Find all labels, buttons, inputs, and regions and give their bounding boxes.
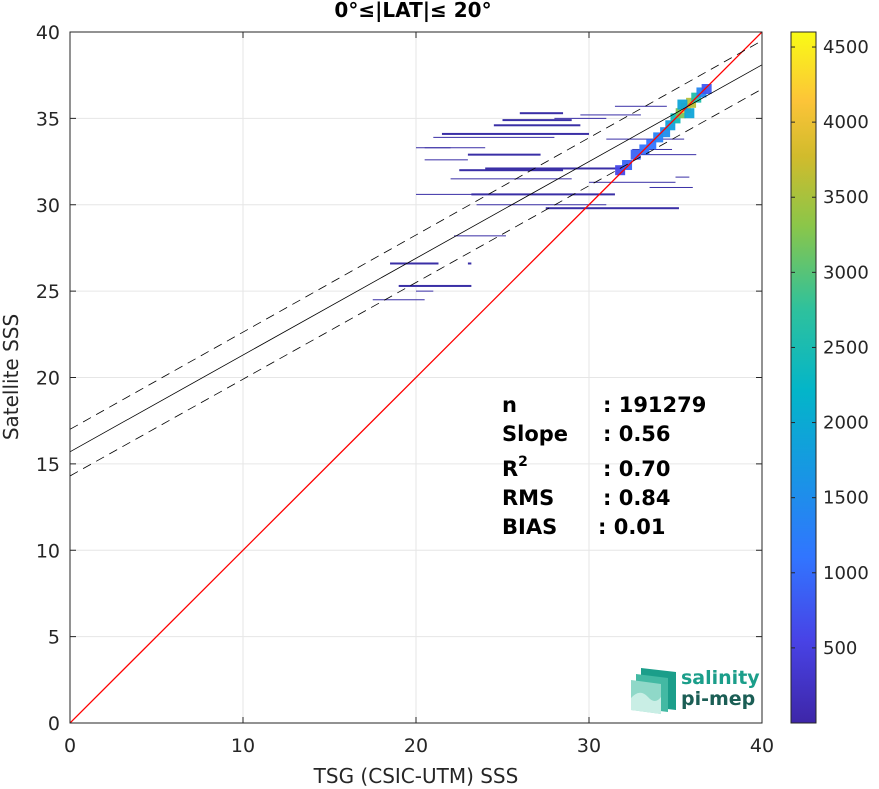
axis-ticks: 0 10 20 30 40 0 5 10 15 20 25 30 35 40 [36,22,774,757]
data-segment [424,147,486,149]
data-segment [649,186,693,188]
data-segment [632,148,673,150]
data-segment [476,204,607,206]
stats-box: n : 191279 Slope : 0.56 R2 : 0.70 RMS : … [502,393,706,539]
data-segment [441,132,589,135]
lower-bound-line [70,88,762,477]
data-segment [471,193,615,196]
stat-r2-value: : 0.70 [603,457,671,481]
data-segment [640,154,697,156]
data-segment [454,235,506,237]
upper-bound-line [70,40,762,430]
data-cell [630,149,641,160]
data-segment [467,262,472,265]
data-segment [580,114,641,116]
stat-slope-key: Slope [502,422,568,446]
data-segment [589,181,676,183]
data-segment [606,138,685,140]
y-axis-label: Satellite SSS [0,314,23,440]
y-tick-label: 0 [48,713,60,735]
colorbar-tick-label: 1500 [823,488,869,509]
stat-slope-value: : 0.56 [603,422,671,446]
stat-rms-value: : 0.84 [603,486,671,510]
data-cell [684,108,695,119]
x-tick-label: 20 [404,735,428,757]
stat-bias-key: BIAS [502,515,557,539]
data-segment [554,117,607,119]
stat-rms-key: RMS [502,486,554,510]
colorbar-tick-label: 2000 [823,413,869,434]
colorbar-tick-label: 3000 [823,262,869,283]
data-cell [677,99,688,110]
data-segment [459,169,564,172]
data-cell [665,120,676,131]
stat-r2-key: R2 [502,454,528,481]
y-tick-label: 25 [36,281,60,303]
data-cell [622,160,633,171]
x-tick-label: 0 [64,735,76,757]
data-segment [372,299,425,301]
data-segment [416,290,434,292]
data-segment [675,176,690,178]
data-segment [519,112,564,115]
y-tick-label: 30 [36,195,60,217]
data-segment [614,105,667,107]
data-segment [485,167,624,170]
y-tick-label: 40 [36,22,60,44]
colorbar-tick-label: 1000 [823,563,869,584]
colorbar-tick-label: 2500 [823,337,869,358]
data-cell [701,84,712,95]
colorbar-tick-label: 4500 [823,37,869,58]
data-cell [646,139,657,150]
stat-n-value: : 191279 [603,393,706,417]
data-segment [450,178,572,180]
logo-line1: salinity [681,667,760,689]
chart-title: 0°≤|LAT|≤ 20° [334,0,491,22]
y-tick-label: 15 [36,454,60,476]
regression-line [70,64,762,453]
data-cell [660,127,671,138]
data-segment [545,207,679,210]
data-segment [390,262,439,265]
one-to-one-line [70,32,762,723]
colorbar-tick-label: 3500 [823,187,869,208]
data-segment [416,147,451,149]
data-segment [433,136,555,138]
stat-r2-base: R [502,457,518,481]
colorbar [791,32,816,723]
stat-n-key: n [502,393,517,417]
x-axis-label: TSG (CSIC-UTM) SSS [313,764,519,788]
salinity-pi-mep-logo: salinity pi-mep [631,667,760,714]
logo-line2: pi-mep [681,688,755,710]
logo-waves-icon [631,668,676,714]
data-segment [502,119,572,122]
x-tick-label: 10 [231,735,255,757]
colorbar-frame [790,31,817,724]
colorbar-tick-label: 500 [823,638,857,659]
data-segment [424,159,468,161]
colorbar-ticks: 500 1000 1500 2000 2500 3000 3500 4000 4500 [791,37,869,659]
x-tick-label: 30 [577,735,601,757]
fit-lines [70,32,762,723]
x-tick-label: 40 [750,735,774,757]
stat-bias-value: : 0.01 [598,515,666,539]
stat-r2-sup: 2 [518,454,528,470]
data-cell [615,165,626,176]
y-tick-label: 10 [36,540,60,562]
y-tick-label: 35 [36,108,60,130]
data-segment [398,284,472,287]
data-segment [467,153,541,156]
y-tick-label: 20 [36,368,60,390]
colorbar-tick-label: 4000 [823,112,869,133]
y-tick-label: 5 [48,627,60,649]
data-cell [653,132,664,143]
data-segment [493,124,581,127]
